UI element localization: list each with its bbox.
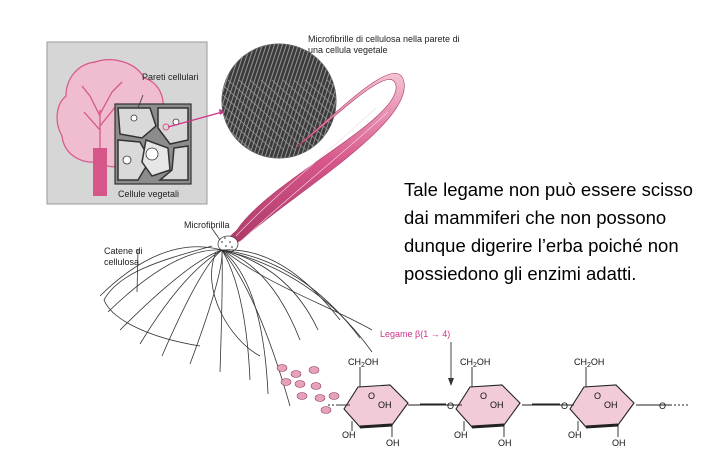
oh-label: OH	[612, 438, 626, 448]
plant-cells-label: Cellule vegetali	[118, 189, 180, 199]
oh-label: OH	[568, 430, 582, 440]
ch2oh-label: CH2OH	[460, 357, 490, 369]
microfibril-label: Microfibrilla	[184, 220, 230, 230]
cellulose-chains-label: Catene di cellulosa	[104, 246, 143, 267]
explanation-text: Tale legame non può essere scisso dai ma…	[404, 179, 693, 284]
oh-label: OH	[490, 400, 504, 410]
oh-label: OH	[378, 400, 392, 410]
ring-oxygen-label: O	[594, 391, 601, 401]
bridge-oxygen-label: O	[659, 401, 666, 411]
ch2oh-label: CH2OH	[348, 357, 378, 369]
oh-label: OH	[454, 430, 468, 440]
chain-end-beads	[276, 364, 340, 414]
oh-label: OH	[342, 430, 356, 440]
glucose-ring	[343, 384, 409, 428]
ch2oh-label: CH2OH	[574, 357, 604, 369]
oh-label: OH	[498, 438, 512, 448]
microfibril-rope	[217, 73, 405, 253]
microfibrils-caption: Microfibrille di cellulosa nella parete …	[308, 34, 460, 55]
magnify-pointer-line	[167, 110, 227, 128]
oh-label: OH	[386, 438, 400, 448]
cell-walls-label: Pareti cellulari	[142, 72, 199, 82]
bond-label: Legame β(1 → 4)	[380, 329, 451, 339]
bridge-oxygen-label: O	[561, 401, 568, 411]
bridge-oxygen-label: O	[447, 401, 454, 411]
glucose-ring	[569, 384, 635, 428]
plant-cells-illustration	[114, 103, 192, 185]
oh-label: OH	[604, 400, 618, 410]
ring-oxygen-label: O	[480, 391, 487, 401]
cellulose-chains-fan	[99, 245, 373, 407]
ring-oxygen-label: O	[368, 391, 375, 401]
glucose-ring	[455, 384, 521, 428]
plant-cell-panel	[46, 41, 208, 205]
